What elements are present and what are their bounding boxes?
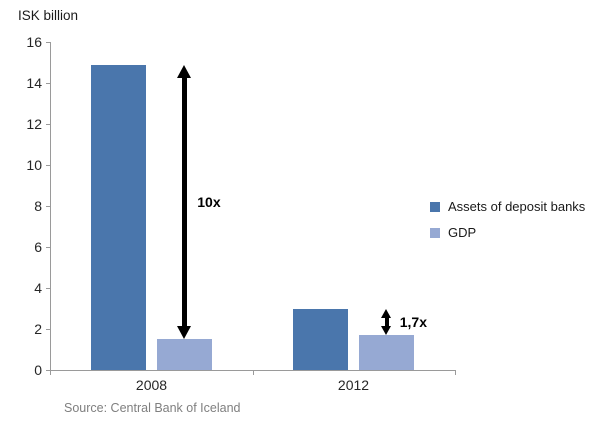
- bar-gdp-2008: [156, 339, 212, 370]
- arrow-shaft: [181, 74, 187, 330]
- y-axis-line: [50, 42, 51, 370]
- x-tick-label-2008: 2008: [135, 377, 168, 393]
- arrow-head-up: [177, 64, 192, 78]
- y-tick-mark: [46, 165, 50, 166]
- y-tick-label: 16: [26, 34, 42, 50]
- y-tick-label: 8: [34, 198, 42, 214]
- y-tick-label: 14: [26, 75, 42, 91]
- y-tick-mark: [46, 206, 50, 207]
- y-tick-mark: [46, 42, 50, 43]
- legend-label-assets: Assets of deposit banks: [448, 199, 586, 214]
- legend-swatch-assets: [430, 201, 440, 212]
- y-tick-mark: [46, 370, 50, 371]
- y-tick-label: 10: [26, 157, 42, 173]
- y-tick-mark: [46, 83, 50, 84]
- x-tick-label-2012: 2012: [337, 377, 370, 393]
- bar-assets-2008: [90, 64, 146, 370]
- bar-assets-2012: [293, 308, 349, 370]
- annotation-label: 10x: [197, 193, 221, 210]
- annotation-label: 1,7x: [399, 313, 427, 330]
- arrow-head-up: [381, 308, 392, 318]
- arrow-head-down: [177, 326, 192, 340]
- arrow-shaft: [384, 314, 389, 330]
- y-tick-label: 12: [26, 116, 42, 132]
- y-tick-label: 2: [34, 321, 42, 337]
- arrow-head-down: [381, 326, 392, 336]
- legend-label-gdp: GDP: [448, 225, 477, 240]
- x-axis-line: [50, 370, 456, 371]
- y-tick-mark: [46, 329, 50, 330]
- legend-swatch-gdp: [430, 227, 440, 238]
- y-tick-mark: [46, 124, 50, 125]
- y-tick-label: 6: [34, 239, 42, 255]
- bar-gdp-2012: [359, 335, 415, 370]
- y-tick-label: 0: [34, 362, 42, 378]
- x-tick-mark: [455, 371, 456, 375]
- legend-item-gdp: GDP: [430, 224, 585, 241]
- source-note: Source: Central Bank of Iceland: [64, 401, 241, 415]
- y-tick-mark: [46, 247, 50, 248]
- y-axis-title: ISK billion: [18, 8, 79, 23]
- y-tick-label: 4: [34, 280, 42, 296]
- x-tick-mark: [252, 371, 254, 375]
- legend-item-assets: Assets of deposit banks: [430, 198, 585, 215]
- x-tick-mark: [50, 371, 51, 375]
- y-tick-mark: [46, 288, 50, 289]
- legend: Assets of deposit banks GDP: [430, 198, 585, 250]
